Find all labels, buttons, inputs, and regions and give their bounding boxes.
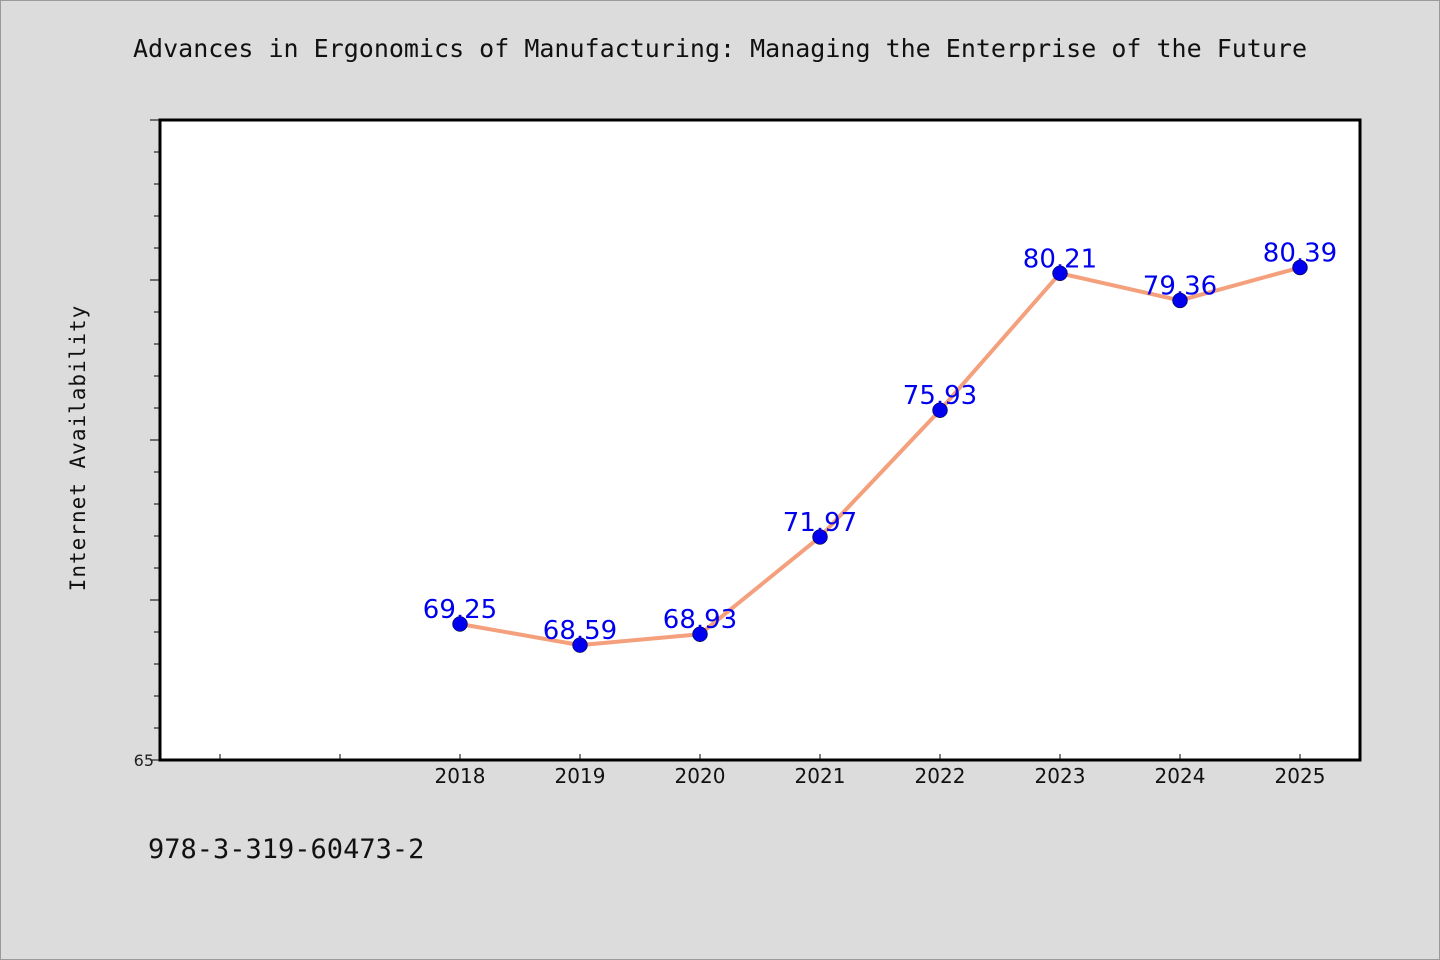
x-tick-label: 2021 [795,764,846,788]
x-tick-label: 2025 [1275,764,1326,788]
data-label: 75.93 [903,381,977,411]
x-tick-label: 2018 [435,764,486,788]
x-tick-label: 2019 [555,764,606,788]
data-point [1172,292,1188,309]
data-point [932,402,948,418]
data-point [572,637,588,653]
chart-title: Advances in Ergonomics of Manufacturing:… [133,34,1307,63]
y-tick-label: 65 [134,751,154,770]
data-label: 71.97 [783,508,857,538]
data-point [1052,265,1068,282]
series-line [458,265,1302,648]
data-point [1292,259,1308,276]
plot-area [158,118,1362,762]
data-label: 68.93 [663,605,737,635]
data-label: 80.21 [1023,244,1097,274]
x-tick-label: 2022 [915,764,966,788]
data-label: 69.25 [423,595,497,625]
data-point [452,616,468,632]
x-tick-label: 2024 [1155,764,1206,788]
x-tick-label: 2023 [1035,764,1086,788]
isbn-footnote: 978-3-319-60473-2 [148,834,425,865]
data-label: 79.36 [1143,271,1217,301]
data-label: 80.39 [1263,239,1337,269]
data-point [692,626,708,642]
data-label: 68.59 [543,616,617,646]
data-point [812,529,828,545]
x-tick-label: 2020 [675,764,726,788]
